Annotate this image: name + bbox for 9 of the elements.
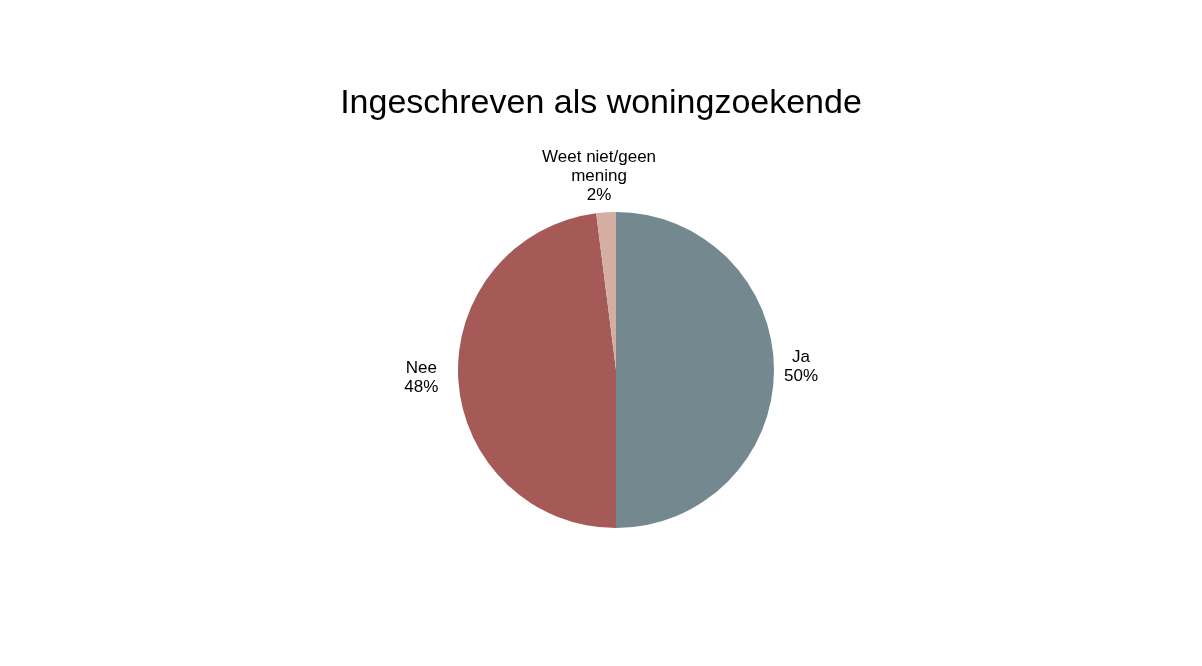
slice-label: Ja bbox=[792, 346, 811, 366]
slice-label: Nee bbox=[405, 358, 437, 378]
slice-label: Weet niet/geen mening bbox=[542, 147, 657, 186]
data-label: 50% bbox=[783, 365, 819, 385]
pie-slice bbox=[458, 213, 616, 528]
data-label: 48% bbox=[404, 377, 439, 397]
pie-slice bbox=[616, 212, 774, 528]
chart-title: Ingeschreven als woningzoekende bbox=[339, 82, 863, 121]
data-label: 2% bbox=[586, 185, 612, 205]
